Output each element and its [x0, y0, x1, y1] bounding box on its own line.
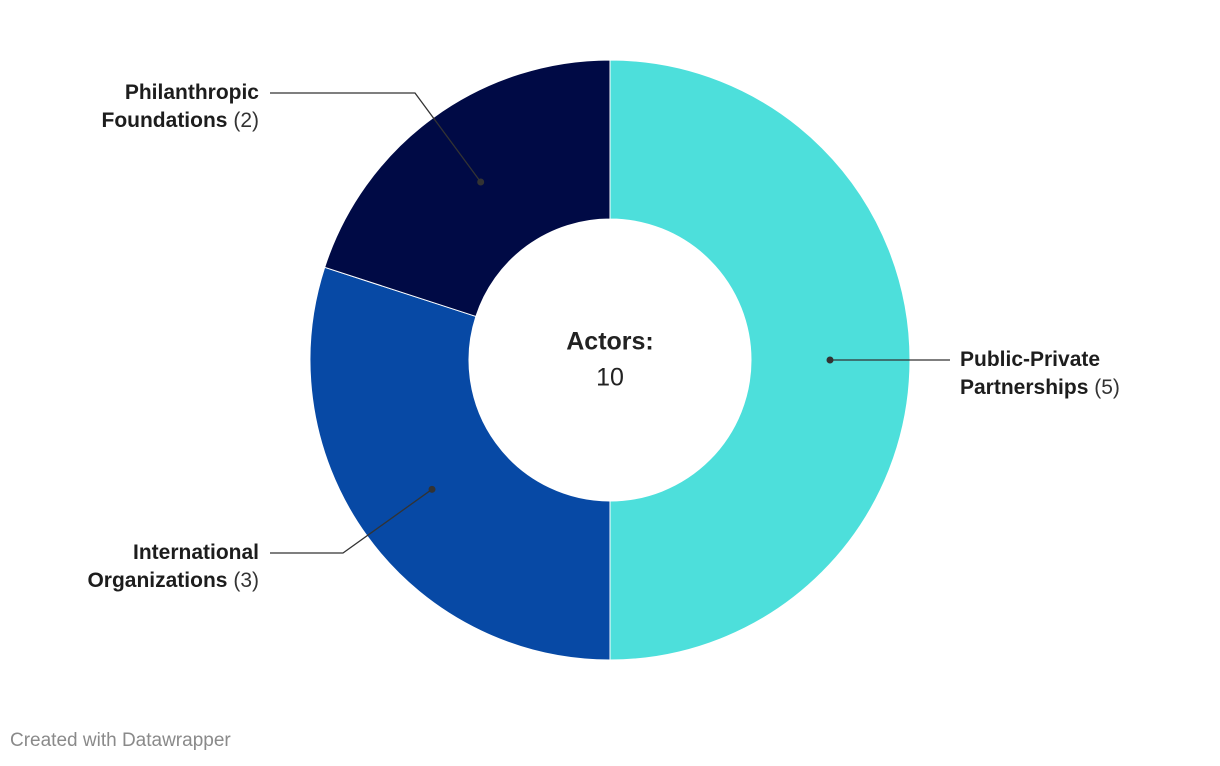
- slice-value-label: (5): [1094, 376, 1120, 399]
- slice-name: Public-Private Partnerships: [960, 348, 1101, 399]
- donut-slice: [609, 59, 911, 661]
- slice-value-label: (2): [233, 109, 259, 132]
- center-value: 10: [596, 364, 624, 392]
- leader-line: [270, 92, 482, 183]
- slice-label: International Organizations (3): [64, 539, 259, 595]
- slice-label: Philanthropic Foundations (2): [64, 79, 260, 135]
- donut-slice: [324, 59, 611, 318]
- leader-line: [270, 488, 433, 554]
- leader-dot: [477, 178, 485, 186]
- leader-dot: [428, 485, 436, 493]
- slice-name: International Organizations: [87, 541, 259, 592]
- leader-dot: [826, 356, 834, 364]
- center-label: Actors:: [566, 328, 654, 356]
- footer: Created with Datawrapper: [10, 730, 231, 751]
- donut-slice: [309, 266, 611, 661]
- slice-value-label: (3): [233, 569, 259, 592]
- slice-label: Public-Private Partnerships (5): [960, 346, 1160, 402]
- slice-name: Philanthropic Foundations: [101, 81, 260, 132]
